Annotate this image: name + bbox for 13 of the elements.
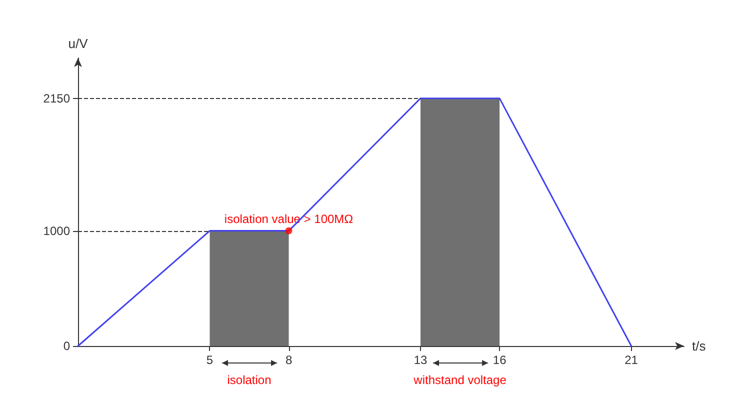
- y-tick-label: 1000: [43, 224, 70, 238]
- x-tick-label: 8: [285, 353, 292, 367]
- y-tick-label: 2150: [43, 91, 70, 106]
- x-tick-label: 13: [414, 353, 428, 367]
- annotation: isolation: [227, 373, 272, 387]
- annotation: isolation value > 100MΩ: [224, 212, 354, 226]
- x-tick-label: 16: [492, 353, 507, 367]
- x-tick-label: 5: [206, 353, 214, 367]
- y-tick-label: 0: [63, 339, 70, 353]
- x-tick-label: 21: [624, 353, 638, 367]
- y-axis-title: u/V: [68, 36, 88, 51]
- annotation: withstand voltage: [412, 373, 507, 387]
- x-axis-title: t/s: [692, 338, 706, 354]
